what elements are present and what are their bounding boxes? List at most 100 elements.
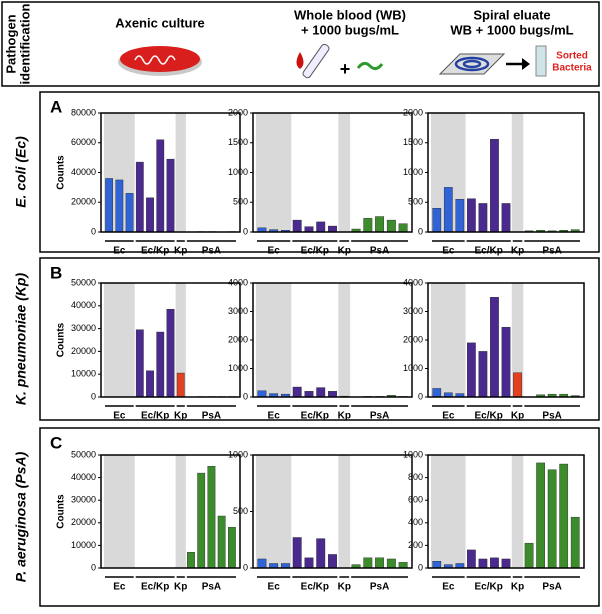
group-label: Ec xyxy=(113,582,126,593)
panel-box xyxy=(39,91,600,253)
bar xyxy=(467,342,476,398)
group-label: Kp xyxy=(174,582,187,593)
y-tick-label: 50000 xyxy=(71,449,96,459)
bar xyxy=(570,516,580,569)
y-tick-label: 0 xyxy=(418,391,423,401)
bar xyxy=(559,463,569,569)
group-label: Kp xyxy=(511,411,524,422)
y-tick-label: 1000 xyxy=(403,167,423,177)
y-tick-label: 1500 xyxy=(403,137,423,147)
bar xyxy=(432,561,442,569)
group-label: PsA xyxy=(542,246,561,257)
bar xyxy=(490,138,499,233)
y-tick-label: 10000 xyxy=(71,540,96,550)
bar xyxy=(478,351,488,398)
bar xyxy=(363,218,373,233)
group-label: Kp xyxy=(174,411,187,422)
plot-frame xyxy=(100,282,241,398)
bar xyxy=(292,219,302,233)
y-tick-label: 0 xyxy=(243,562,248,572)
bar xyxy=(125,193,134,233)
bar xyxy=(176,372,185,398)
y-tick-label: 3000 xyxy=(403,306,423,316)
bar xyxy=(217,515,226,569)
bar xyxy=(398,562,408,569)
y-tick-label: 0 xyxy=(243,226,248,236)
y-axis-label: Counts xyxy=(56,322,67,357)
group-label: Ec xyxy=(268,411,281,422)
group-label: Ec/Kp xyxy=(475,411,503,422)
group-label: Ec/Kp xyxy=(475,246,503,257)
y-tick-label: 0 xyxy=(418,562,423,572)
group-label: PsA xyxy=(370,582,389,593)
svg-text:+: + xyxy=(340,59,351,79)
group-label: Ec/Kp xyxy=(301,411,329,422)
plot-frame xyxy=(100,112,241,233)
bar xyxy=(304,226,314,233)
panel-letter: B xyxy=(50,263,62,282)
bar xyxy=(455,199,465,233)
y-axis-label: Counts xyxy=(56,494,67,529)
group-label: Ec/Kp xyxy=(301,582,329,593)
y-tick-label: 20000 xyxy=(71,346,96,356)
bar xyxy=(443,187,453,233)
group-label: Ec xyxy=(268,582,281,593)
y-tick-label: 2000 xyxy=(403,107,423,117)
bar xyxy=(375,557,385,569)
bar xyxy=(524,542,534,569)
y-tick-label: 4000 xyxy=(403,277,423,287)
bar xyxy=(328,554,337,569)
group-label: Kp xyxy=(511,246,524,257)
bar xyxy=(135,329,144,398)
shaded-region xyxy=(338,455,351,568)
bar xyxy=(156,139,165,233)
shaded-region xyxy=(256,113,292,232)
group-label: PsA xyxy=(542,411,561,422)
y-tick-label: 200 xyxy=(408,540,423,550)
icon-label: Bacteria xyxy=(552,63,592,74)
y-axis-label: Counts xyxy=(56,155,67,190)
group-label: Kp xyxy=(511,582,524,593)
plot-frame xyxy=(427,112,585,233)
bar xyxy=(536,462,545,569)
bar xyxy=(432,388,442,398)
group-label: Ec xyxy=(442,411,455,422)
shaded-region xyxy=(175,455,186,568)
bar xyxy=(478,558,488,569)
y-tick-label: 40000 xyxy=(71,300,96,310)
bar xyxy=(105,178,113,233)
shaded-region xyxy=(511,455,524,568)
bar xyxy=(467,198,476,233)
shaded-region xyxy=(256,283,292,397)
bar xyxy=(375,216,385,233)
column-title: WB + 1000 bugs/mL xyxy=(450,22,573,37)
group-label: PsA xyxy=(202,582,221,593)
bar xyxy=(156,331,165,398)
group-label: Kp xyxy=(338,246,351,257)
panel-letter: C xyxy=(50,433,62,452)
y-tick-label: 800 xyxy=(408,472,423,482)
group-label: Ec/Kp xyxy=(141,246,169,257)
group-label: Ec xyxy=(113,246,126,257)
y-tick-label: 40000 xyxy=(71,472,96,482)
column-title: Spiral eluate xyxy=(473,7,550,22)
y-tick-label: 10000 xyxy=(71,369,96,379)
bar xyxy=(292,386,302,398)
y-tick-label: 500 xyxy=(233,197,248,207)
bar xyxy=(432,207,442,233)
y-tick-label: 1000 xyxy=(228,363,248,373)
bar xyxy=(386,219,396,233)
bar xyxy=(228,527,236,569)
group-label: Ec xyxy=(442,246,455,257)
group-label: Kp xyxy=(338,411,351,422)
bar xyxy=(135,161,144,233)
bar xyxy=(316,387,326,398)
y-tick-label: 4000 xyxy=(228,277,248,287)
shaded-region xyxy=(431,283,466,397)
panel-box xyxy=(39,257,600,421)
shaded-region xyxy=(175,113,186,232)
row-label: P. aeruginosa (PsA) xyxy=(13,451,29,582)
y-tick-label: 3000 xyxy=(228,306,248,316)
bar xyxy=(328,391,337,398)
